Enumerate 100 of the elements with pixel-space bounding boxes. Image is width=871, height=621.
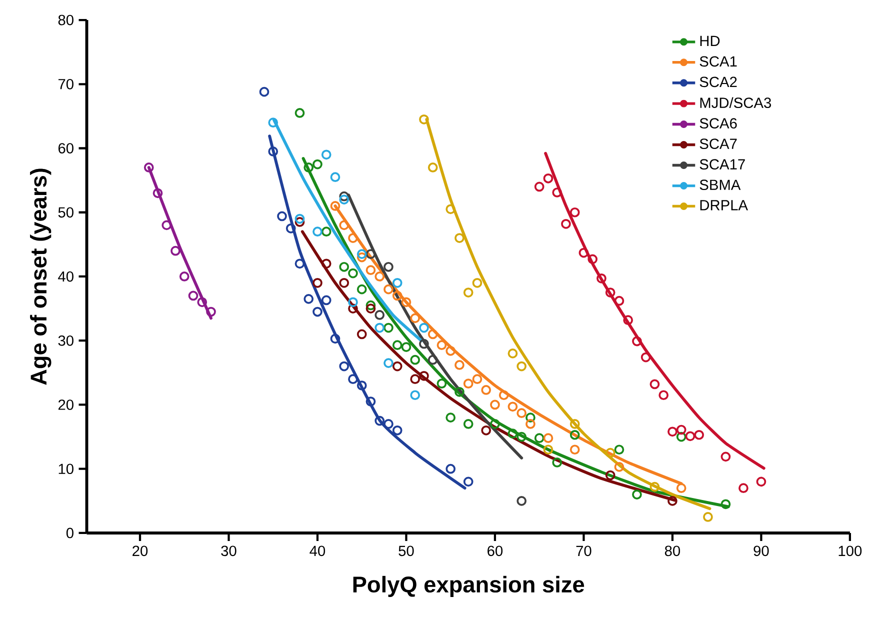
point [366,249,376,259]
point [356,249,367,259]
point [658,390,669,400]
point [668,426,678,437]
point [384,262,394,272]
legend-label: SCA1 [700,56,737,67]
y-tick-label: 60 [58,143,74,154]
point [685,431,696,442]
point [490,400,500,410]
point [366,265,376,276]
legend-label: HD [700,36,720,46]
point [561,218,571,229]
point [481,385,492,395]
point [446,464,456,474]
point [694,430,704,440]
y-tick-label: 40 [58,271,74,282]
point [348,233,358,243]
point [526,419,536,429]
point [720,452,731,462]
point [490,419,500,429]
point [312,159,322,170]
point [605,288,616,298]
x-tick-label: 60 [488,546,503,556]
point [339,220,350,230]
y-tick-label: 0 [66,528,74,538]
point [720,499,731,510]
point [410,313,420,324]
x-tick-label: 50 [398,546,414,556]
point [605,448,616,458]
x-tick-label: 100 [838,546,862,556]
point [384,419,394,429]
point [392,425,402,436]
legend-label: SCA2 [700,76,737,88]
legend-label: SCA17 [700,159,745,170]
point [401,297,412,308]
point [321,258,332,269]
point [472,278,482,288]
point [668,496,678,506]
y-axis-title: Age of onset (years) [30,168,52,385]
point [259,86,270,97]
x-tick-label: 30 [221,546,236,556]
point [410,390,420,400]
point [516,361,527,372]
point [543,444,554,455]
point [614,462,624,472]
y-tick-label: 80 [58,14,74,26]
point [268,146,278,156]
x-tick-label: 80 [664,546,680,556]
point [534,433,544,444]
point [286,223,296,234]
point [366,300,376,310]
point [454,360,464,370]
point [374,272,385,282]
point [294,217,305,227]
point [632,336,642,346]
point [384,322,394,333]
point [552,458,562,468]
point [446,412,456,422]
point [294,108,305,118]
point [304,294,314,304]
point [366,396,376,406]
point [650,379,660,390]
point [179,272,190,282]
point [384,284,394,294]
point [330,201,340,211]
point [348,374,358,384]
point [676,424,686,435]
point [436,340,447,350]
point [498,390,509,400]
point [428,354,438,365]
point [294,214,305,224]
point [339,194,350,204]
point [304,162,314,172]
point [206,306,216,317]
point [170,246,180,256]
y-tick-label: 50 [58,207,74,218]
point [410,374,420,384]
point [472,374,482,384]
y-tick-label: 10 [58,464,74,474]
point [516,408,527,418]
point [526,412,536,422]
point [605,470,616,480]
point [614,444,624,455]
point [366,304,376,314]
y-tick-label: 30 [58,335,74,346]
point [436,378,447,389]
point [144,162,154,172]
point [640,352,651,362]
point [356,284,367,294]
y-tick-label: 70 [58,78,74,90]
point [614,296,624,306]
point [516,432,527,442]
x-tick-label: 90 [754,546,769,556]
point [570,419,580,429]
point [596,273,606,284]
point [374,310,385,320]
point [570,207,580,218]
point [356,252,367,262]
point [543,433,554,444]
point [428,162,438,172]
